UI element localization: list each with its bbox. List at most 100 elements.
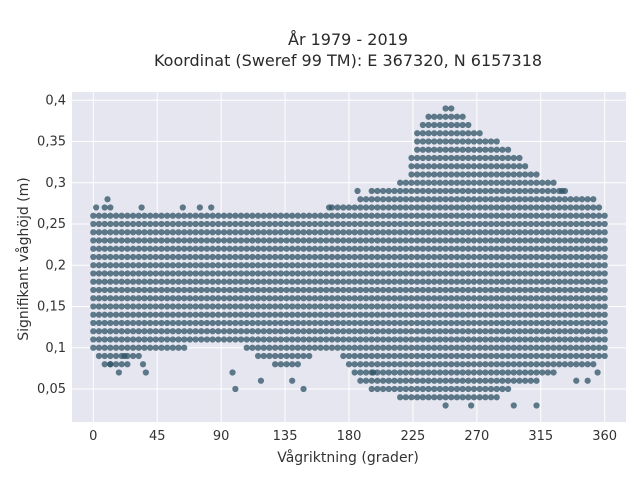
data-point: [257, 377, 265, 384]
data-point: [112, 286, 120, 294]
data-point: [345, 319, 353, 327]
data-point: [431, 262, 438, 269]
data-point: [260, 245, 267, 252]
data-point: [470, 212, 478, 219]
data-point: [328, 262, 336, 269]
data-point: [499, 245, 506, 252]
data-point: [573, 344, 580, 351]
data-point: [448, 295, 455, 302]
data-point: [578, 253, 586, 261]
data-point: [436, 253, 444, 261]
data-point: [379, 295, 387, 302]
data-point: [499, 352, 506, 360]
data-point: [391, 237, 398, 244]
data-point: [573, 286, 580, 294]
data-point: [90, 212, 97, 219]
data-point: [584, 352, 591, 360]
data-point: [425, 196, 432, 203]
data-point: [550, 262, 557, 269]
data-point: [129, 253, 137, 261]
data-point: [260, 311, 267, 318]
data-point: [118, 270, 125, 277]
data-point: [522, 262, 529, 269]
data-point: [499, 311, 506, 318]
data-point: [539, 212, 546, 219]
data-point: [487, 278, 495, 285]
data-point: [539, 196, 546, 203]
data-point: [215, 212, 222, 219]
data-point: [584, 311, 591, 318]
data-point: [397, 377, 404, 384]
data-point: [527, 336, 534, 343]
data-point: [209, 253, 216, 261]
data-point: [453, 121, 461, 129]
data-point: [90, 220, 97, 228]
data-point: [459, 377, 466, 384]
data-point: [135, 212, 142, 219]
data-point: [516, 187, 523, 195]
data-point: [294, 286, 301, 294]
data-point: [465, 319, 472, 327]
data-point: [510, 196, 517, 203]
data-point: [323, 278, 330, 285]
data-point: [186, 336, 194, 343]
data-point: [215, 229, 222, 236]
data-point: [243, 303, 250, 310]
data-point: [504, 179, 512, 186]
data-point: [141, 336, 148, 343]
data-point: [266, 344, 273, 351]
data-point: [129, 311, 137, 318]
data-point: [135, 220, 142, 228]
data-point: [550, 270, 557, 277]
data-point: [590, 204, 597, 211]
data-point: [334, 204, 341, 211]
data-point: [402, 344, 409, 351]
data-point: [539, 295, 546, 302]
data-point: [397, 253, 404, 261]
data-point: [260, 262, 267, 269]
data-point: [561, 352, 569, 360]
data-point: [351, 328, 358, 335]
data-point: [129, 212, 137, 219]
data-point: [419, 286, 426, 294]
data-point: [368, 286, 375, 294]
data-point: [499, 154, 506, 162]
data-point: [584, 245, 591, 252]
data-point: [220, 212, 228, 219]
data-point: [425, 113, 432, 120]
data-point: [249, 278, 256, 285]
data-point: [95, 344, 103, 351]
data-point: [499, 278, 506, 285]
data-point: [294, 270, 301, 277]
data-point: [419, 270, 426, 277]
data-point: [408, 262, 415, 269]
data-point: [550, 179, 557, 186]
data-point: [266, 229, 273, 236]
data-point: [158, 270, 165, 277]
data-point: [510, 336, 517, 343]
data-point: [453, 295, 461, 302]
data-point: [402, 204, 409, 211]
data-point: [504, 303, 512, 310]
data-point: [158, 220, 165, 228]
data-point: [90, 303, 97, 310]
data-point: [340, 245, 347, 252]
data-point: [362, 328, 370, 335]
data-point: [584, 253, 591, 261]
data-point: [425, 138, 432, 145]
data-point: [544, 220, 551, 228]
data-point: [397, 179, 404, 186]
data-point: [595, 286, 603, 294]
data-point: [419, 245, 426, 252]
data-point: [408, 187, 415, 195]
data-point: [533, 237, 540, 244]
data-point: [431, 138, 438, 145]
data-point: [323, 303, 330, 310]
data-point: [459, 113, 466, 120]
data-point: [436, 319, 444, 327]
data-point: [101, 278, 108, 285]
data-point: [220, 253, 228, 261]
data-point: [482, 212, 489, 219]
data-point: [391, 245, 398, 252]
data-point: [453, 278, 461, 285]
